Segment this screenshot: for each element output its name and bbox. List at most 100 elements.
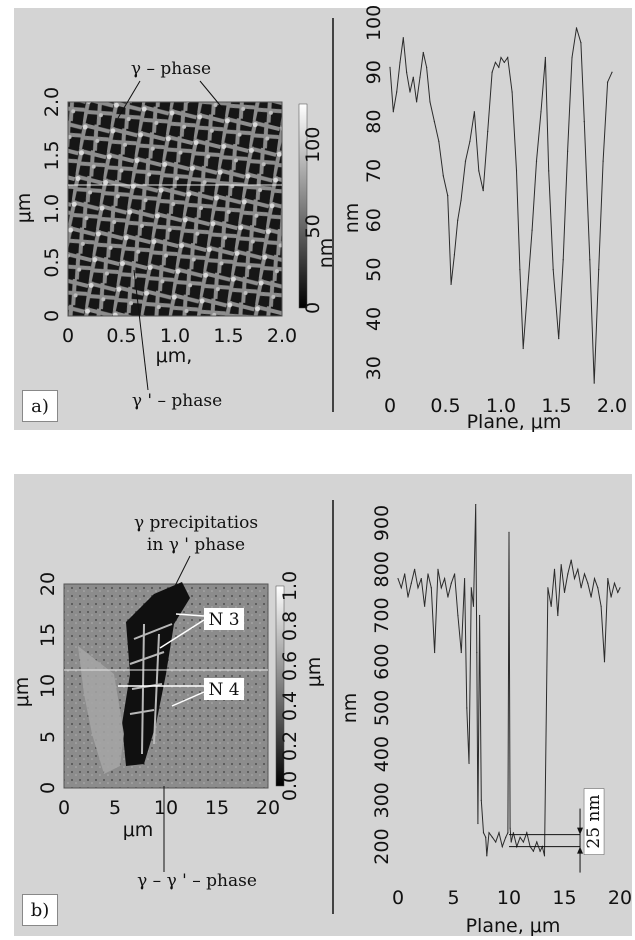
profile-point <box>590 596 592 598</box>
chart-x-tick-4: 2.0 <box>597 395 627 417</box>
profile-point <box>508 531 510 533</box>
n4-label-box <box>204 678 244 700</box>
chart-x-tick-3: 1.5 <box>541 395 571 417</box>
image-x-tick-1: 5 <box>109 797 121 819</box>
profile-point <box>457 219 459 221</box>
profile-point <box>469 140 471 142</box>
profile-point <box>593 577 596 580</box>
profile-point <box>607 577 609 580</box>
profile-point <box>575 27 578 29</box>
profile-point <box>495 841 497 843</box>
profile-point <box>519 836 521 838</box>
profile-point <box>450 582 452 584</box>
profile-point <box>486 855 488 857</box>
profile-point <box>424 605 426 607</box>
profile-point <box>402 37 404 39</box>
panel-label-b: b) <box>22 894 58 926</box>
image-x-ticks-b: 0 5 10 15 20 <box>58 797 280 819</box>
chart-xlabel-a: Plane, μm <box>467 411 562 433</box>
image-y-ticks-a: 0 0.5 1.0 1.5 2.0 <box>41 87 63 322</box>
image-x-tick-2: 10 <box>154 797 178 819</box>
image-y-unit-a: μm <box>13 193 35 224</box>
profile-point <box>606 81 609 83</box>
profile-point <box>494 61 497 64</box>
profile-point <box>464 577 466 580</box>
chart-y-tick-7: 100 <box>363 5 385 41</box>
colorbar-unit-a: nm <box>315 238 337 269</box>
image-x-unit-b: μm <box>123 819 154 841</box>
line-profile-chart-a: 0 0.5 1.0 1.5 2.0 30 40 50 60 70 80 90 100 <box>363 5 627 417</box>
image-x-tick-1: 0.5 <box>106 325 136 347</box>
profile-point <box>558 338 560 340</box>
image-y-tick-1: 0.5 <box>41 247 63 277</box>
profile-point <box>417 587 419 589</box>
profile-point <box>531 229 533 231</box>
profile-series-line <box>389 27 613 384</box>
chart-x-tick-2: 10 <box>497 887 521 909</box>
profile-point <box>464 160 467 162</box>
profile-point <box>550 605 552 607</box>
profile-point <box>416 101 418 103</box>
profile-point <box>410 582 412 584</box>
chart-y-tick-6: 800 <box>371 551 393 587</box>
annotation-pointer-a3 <box>133 269 149 391</box>
profile-point <box>507 56 509 59</box>
profile-point <box>498 832 500 834</box>
profile-point <box>468 762 470 765</box>
profile-point <box>603 661 606 663</box>
n3-pointer-1 <box>175 613 205 617</box>
image-x-tick-3: 1.5 <box>213 325 243 347</box>
profile-point <box>460 199 462 202</box>
profile-point <box>593 382 595 384</box>
chart-x-tick-3: 15 <box>552 887 576 909</box>
n3-label-box <box>204 608 244 630</box>
profile-point <box>526 832 528 834</box>
colorbar-a <box>298 103 308 309</box>
profile-point <box>583 573 586 575</box>
profile-point <box>460 651 462 654</box>
profile-point <box>613 582 616 584</box>
colorbar-tick-5: 1.0 <box>279 571 301 601</box>
n3-label: N 3 <box>208 610 239 630</box>
n4-pointer-2 <box>171 691 205 707</box>
chart-y-tick-4: 70 <box>363 159 385 183</box>
profile-point <box>547 587 549 589</box>
chart-y-tick-4: 600 <box>371 644 393 680</box>
chart-x-tick-4: 20 <box>608 887 632 909</box>
profile-point <box>491 71 493 73</box>
profile-point <box>522 347 524 350</box>
profile-point <box>589 259 591 261</box>
profile-point <box>440 587 442 589</box>
profile-point <box>544 56 547 59</box>
panel-b-svg: 0.00.20.40.60.81.0 μm 0 5 10 15 20 05101520 … <box>11 500 632 937</box>
image-y-tick-3: 1.5 <box>41 140 63 170</box>
profile-point <box>567 573 569 575</box>
profile-point <box>420 577 422 580</box>
profile-point <box>543 855 546 857</box>
chart-y-tick-3: 500 <box>371 690 393 726</box>
colorbar-tick-0: 0 <box>302 302 324 314</box>
profile-point <box>437 568 439 570</box>
profile-point <box>567 150 569 152</box>
chart-x-tick-0: 0 <box>392 887 404 909</box>
profile-point <box>397 577 399 580</box>
chart-y-tick-2: 400 <box>371 736 393 772</box>
profile-point <box>511 91 513 93</box>
profile-point <box>519 269 521 271</box>
profile-point <box>438 140 440 142</box>
profile-point <box>509 827 511 829</box>
profile-point <box>491 836 493 838</box>
profile-point <box>560 564 562 566</box>
profile-point <box>454 573 456 575</box>
panel-a: 0 50 100 nm 0 0.5 1.0 1.5 2.0 0 0.5 1.0 1.5 2.0 μm… <box>13 5 632 433</box>
profile-point <box>540 111 542 113</box>
chart-y-tick-5: 80 <box>363 110 385 134</box>
profile-point <box>611 71 613 73</box>
image-y-ticks-b: 0 5 10 15 20 <box>37 572 59 794</box>
profile-point <box>619 587 621 589</box>
profile-point <box>414 568 416 570</box>
profile-point <box>552 269 554 271</box>
image-x-tick-3: 15 <box>205 797 229 819</box>
afm-image-a <box>67 101 283 317</box>
profile-point <box>407 596 409 598</box>
